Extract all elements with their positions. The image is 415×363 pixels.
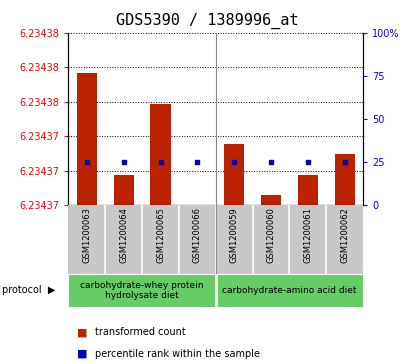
Text: GDS5390 / 1389996_at: GDS5390 / 1389996_at <box>116 13 299 29</box>
Text: GSM1200062: GSM1200062 <box>340 207 349 263</box>
Text: protocol  ▶: protocol ▶ <box>2 285 56 295</box>
Bar <box>187 205 208 225</box>
Text: GSM1200064: GSM1200064 <box>119 207 128 263</box>
Text: GSM1200066: GSM1200066 <box>193 207 202 263</box>
Bar <box>334 154 355 205</box>
Text: carbohydrate-whey protein
hydrolysate diet: carbohydrate-whey protein hydrolysate di… <box>81 281 204 300</box>
Bar <box>261 195 281 205</box>
Bar <box>77 73 97 205</box>
Text: GSM1200061: GSM1200061 <box>303 207 312 263</box>
Bar <box>298 175 318 205</box>
Text: GSM1200060: GSM1200060 <box>266 207 276 263</box>
Bar <box>224 144 244 205</box>
Bar <box>114 175 134 205</box>
Text: GSM1200063: GSM1200063 <box>83 207 91 263</box>
Text: GSM1200065: GSM1200065 <box>156 207 165 263</box>
Text: percentile rank within the sample: percentile rank within the sample <box>95 349 261 359</box>
Text: transformed count: transformed count <box>95 327 186 337</box>
Text: ■: ■ <box>77 327 87 337</box>
Bar <box>150 104 171 205</box>
Text: ■: ■ <box>77 349 87 359</box>
Text: GSM1200059: GSM1200059 <box>230 207 239 263</box>
Text: carbohydrate-amino acid diet: carbohydrate-amino acid diet <box>222 286 357 295</box>
